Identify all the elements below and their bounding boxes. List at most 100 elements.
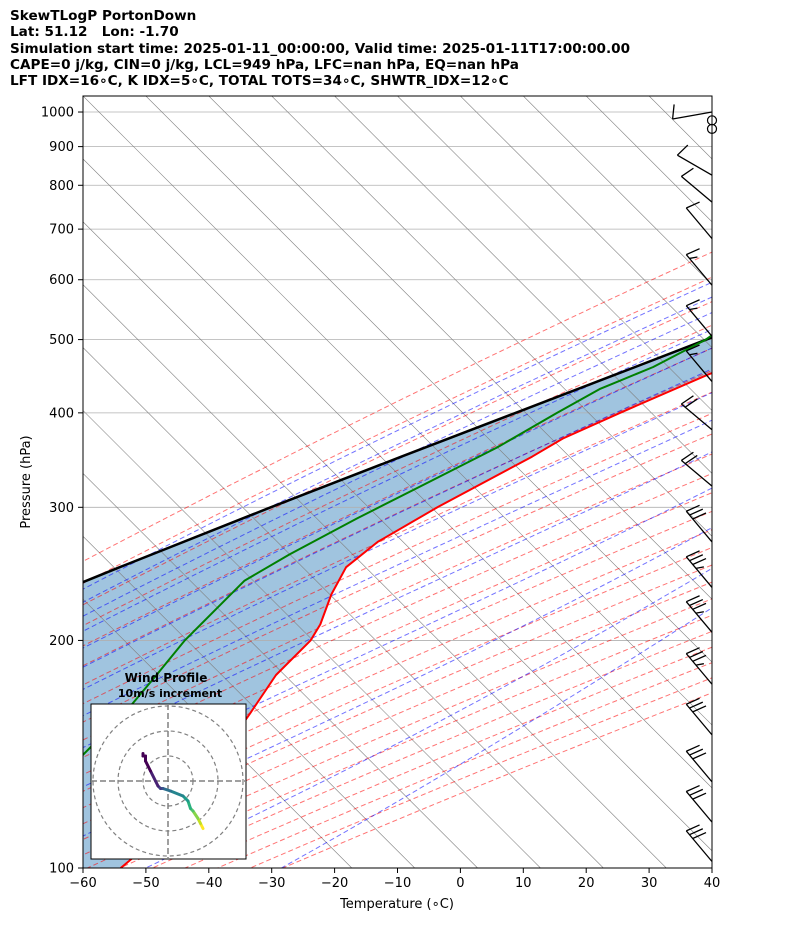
barb-feather [686,595,700,603]
isotherm-line [648,96,712,160]
barb-staff [685,653,713,685]
hodograph-segment [144,759,152,773]
dry-adiabat [83,347,712,647]
y-tick-label: 900 [49,140,74,155]
wind-barb [685,299,713,337]
hodograph-title: Wind Profile [125,671,208,685]
isotherm-line [208,96,712,600]
y-tick-label: 1000 [41,106,74,121]
moist-adiabat [83,368,712,668]
barb-feather [680,395,694,405]
barb-feather [695,611,704,614]
dry-adiabat [83,251,712,562]
wind-barb [685,824,713,862]
x-axis-label: Temperature (∘C) [339,897,454,912]
barb-staff [685,305,713,337]
moist-adiabat [83,347,712,649]
barb-feather [686,201,700,209]
hodograph-segment [169,789,185,798]
barb-feather [686,550,700,558]
barb-feather [684,454,698,465]
barb-feather [692,654,707,662]
hodograph-segment [191,809,200,820]
barb-feather [692,831,707,840]
barb-staff [680,403,713,431]
barb-feather [686,504,700,512]
barb-feather [689,598,704,607]
y-axis-label: Pressure (hPa) [19,435,34,528]
wind-barb [685,504,713,543]
barb-feather [680,167,694,177]
barb-feather [695,663,704,666]
x-tick-label: −20 [321,876,348,891]
barb-staff [685,750,713,783]
dry-adiabat [83,412,712,705]
dry-adiabat [83,529,712,809]
isotherm-line [397,96,712,411]
isotherm-line [334,96,712,474]
wind-barbs [671,104,718,862]
barb-staff [677,154,713,176]
barb-feather [689,508,704,516]
barb-feather [680,451,694,461]
barb-staff [672,111,713,120]
x-tick-label: −40 [195,876,222,891]
time-line: Simulation start time: 2025-01-11_00:00:… [10,40,631,57]
x-tick-label: −10 [384,876,411,891]
moist-adiabat [83,527,712,837]
x-tick-label: −30 [258,876,285,891]
dry-adiabat [83,301,712,606]
barb-feather [686,824,700,832]
isotherm-line [711,96,712,97]
chart-header: SkewTLogP PortonDown Lat: 51.12 Lon: -1.… [10,8,630,89]
y-tick-label: 700 [49,223,74,238]
chart-title: SkewTLogP PortonDown [10,8,197,24]
wind-barb [685,550,713,588]
dry-adiabat [83,453,712,741]
barb-feather [689,788,704,796]
barb-staff [680,175,713,203]
moist-adiabat [83,451,712,749]
wind-barb [685,784,713,823]
wind-barb [680,167,713,203]
isotherm-line [83,158,712,789]
wind-barb [685,201,713,240]
moist-adiabat [83,392,712,690]
moist-adiabat [83,328,712,632]
hodograph-subtitle: 10m/s increment [118,687,222,700]
dry-adiabat [83,492,712,776]
barb-feather [684,398,698,408]
hodograph-inset: Wind Profile 10m/s increment [90,671,247,860]
y-axis: 1000 900 800 700 600 500 400 300 200 100 [41,106,83,877]
moist-adiabat [83,312,712,617]
location-line: Lat: 51.12 Lon: -1.70 [10,24,179,41]
dewpoint-profile-line [83,333,712,757]
y-tick-label: 100 [49,862,74,877]
wind-barb [685,647,713,685]
calm-wind-circle [706,123,718,134]
barb-feather [671,104,675,120]
barb-feather [689,701,704,709]
barb-staff [685,830,713,862]
wind-barb [671,104,713,120]
barb-feather [692,705,707,713]
barb-staff [685,510,713,543]
barb-feather [689,828,704,836]
barb-feather [686,744,700,752]
isotherm-line [460,96,712,349]
wind-barb [685,744,713,783]
barb-feather [692,792,707,800]
y-tick-label: 200 [49,634,74,649]
x-tick-label: 40 [704,876,721,891]
y-tick-label: 800 [49,179,74,194]
isotherm-line [83,284,667,868]
y-tick-label: 400 [49,406,74,421]
barb-feather [692,512,707,520]
x-tick-label: −50 [132,876,159,891]
wind-barb [680,395,713,431]
x-tick-label: 0 [456,876,464,891]
hodograph-segment [149,769,160,788]
y-tick-label: 300 [49,501,74,516]
barb-feather [689,307,698,311]
barb-feather [689,650,704,659]
